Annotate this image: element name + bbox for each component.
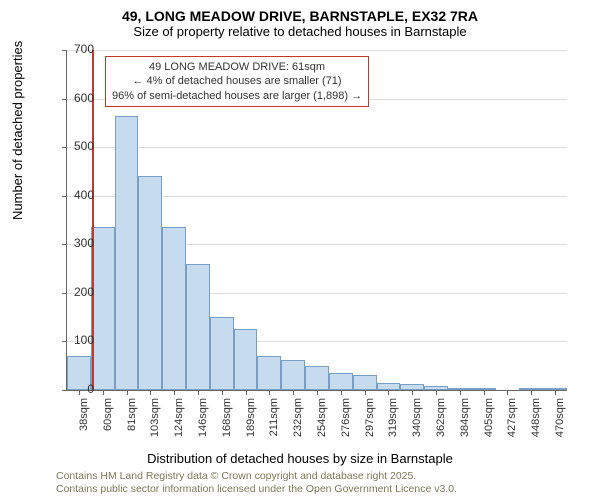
y-tick-label: 0 (54, 382, 94, 396)
x-tick-mark (103, 390, 104, 395)
chart-plot-area: 49 LONG MEADOW DRIVE: 61sqm← 4% of detac… (66, 50, 567, 391)
y-tick-label: 500 (54, 139, 94, 153)
x-axis-label: Distribution of detached houses by size … (0, 451, 600, 466)
x-tick-label: 340sqm (411, 398, 423, 438)
x-tick-label: 405sqm (483, 398, 495, 438)
x-tick-label: 38sqm (78, 398, 90, 438)
histogram-bar (329, 373, 353, 390)
x-tick-label: 297sqm (364, 398, 376, 438)
x-tick-mark (293, 390, 294, 395)
y-tick-label: 400 (54, 188, 94, 202)
x-tick-label: 81sqm (126, 398, 138, 438)
annotation-line: 49 LONG MEADOW DRIVE: 61sqm (112, 60, 362, 74)
y-tick-label: 300 (54, 236, 94, 250)
x-tick-mark (412, 390, 413, 395)
histogram-bar (210, 317, 234, 390)
x-tick-mark (246, 390, 247, 395)
histogram-bar (138, 176, 162, 390)
x-tick-label: 60sqm (102, 398, 114, 438)
footer-line-2: Contains public sector information licen… (56, 483, 457, 496)
x-tick-label: 254sqm (316, 398, 328, 438)
x-tick-label: 211sqm (268, 398, 280, 438)
y-tick-label: 200 (54, 285, 94, 299)
x-tick-label: 427sqm (506, 398, 518, 438)
y-gridline (67, 147, 567, 148)
x-tick-label: 276sqm (340, 398, 352, 438)
annotation-line: 96% of semi-detached houses are larger (… (112, 89, 362, 103)
x-tick-label: 168sqm (221, 398, 233, 438)
footer-attribution: Contains HM Land Registry data © Crown c… (56, 470, 457, 496)
x-tick-mark (507, 390, 508, 395)
x-tick-mark (317, 390, 318, 395)
histogram-bar (257, 356, 281, 390)
x-tick-mark (460, 390, 461, 395)
chart-subtitle: Size of property relative to detached ho… (0, 24, 600, 43)
x-tick-mark (341, 390, 342, 395)
histogram-bar (91, 227, 115, 390)
x-tick-label: 189sqm (245, 398, 257, 438)
histogram-bar (186, 264, 210, 390)
x-tick-mark (127, 390, 128, 395)
x-tick-label: 362sqm (435, 398, 447, 438)
x-tick-mark (269, 390, 270, 395)
histogram-bar (162, 227, 186, 390)
x-tick-label: 319sqm (387, 398, 399, 438)
footer-line-1: Contains HM Land Registry data © Crown c… (56, 470, 457, 483)
x-tick-mark (555, 390, 556, 395)
x-tick-mark (365, 390, 366, 395)
x-tick-mark (222, 390, 223, 395)
x-tick-label: 448sqm (530, 398, 542, 438)
y-gridline (67, 50, 567, 51)
x-tick-label: 124sqm (173, 398, 185, 438)
x-tick-mark (484, 390, 485, 395)
x-tick-label: 470sqm (554, 398, 566, 438)
y-tick-label: 100 (54, 333, 94, 347)
histogram-bar (115, 116, 139, 390)
histogram-bar (305, 366, 329, 390)
x-tick-mark (436, 390, 437, 395)
histogram-bar (281, 360, 305, 390)
x-tick-mark (388, 390, 389, 395)
y-tick-label: 700 (54, 42, 94, 56)
x-tick-label: 103sqm (149, 398, 161, 438)
chart-title: 49, LONG MEADOW DRIVE, BARNSTAPLE, EX32 … (0, 0, 600, 24)
histogram-bar (353, 375, 377, 390)
x-tick-label: 232sqm (292, 398, 304, 438)
y-tick-label: 600 (54, 91, 94, 105)
x-tick-mark (174, 390, 175, 395)
histogram-bar (234, 329, 258, 390)
y-axis-label: Number of detached properties (10, 41, 25, 220)
histogram-bar (377, 383, 401, 390)
annotation-line: ← 4% of detached houses are smaller (71) (112, 74, 362, 88)
x-tick-mark (531, 390, 532, 395)
x-tick-label: 146sqm (197, 398, 209, 438)
x-tick-mark (150, 390, 151, 395)
x-tick-label: 384sqm (459, 398, 471, 438)
annotation-box: 49 LONG MEADOW DRIVE: 61sqm← 4% of detac… (105, 56, 369, 107)
x-tick-mark (198, 390, 199, 395)
